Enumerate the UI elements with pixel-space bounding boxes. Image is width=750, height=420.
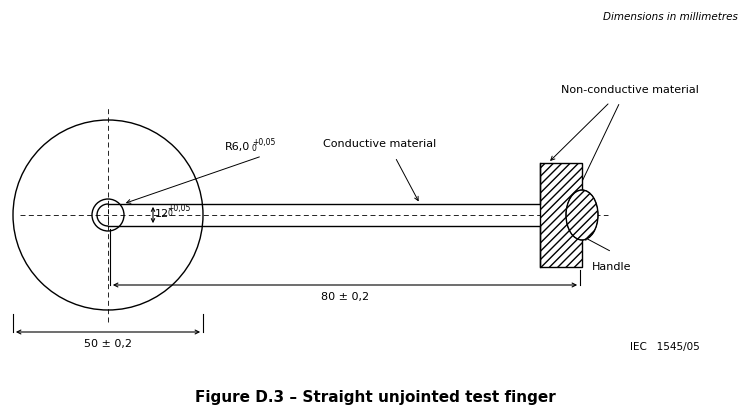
Text: 12: 12	[155, 209, 170, 219]
Text: 80 ± 0,2: 80 ± 0,2	[321, 292, 369, 302]
Text: R6,0: R6,0	[225, 142, 250, 152]
Text: +0,05: +0,05	[167, 204, 190, 213]
Text: Handle: Handle	[592, 262, 632, 272]
Text: Dimensions in millimetres: Dimensions in millimetres	[603, 12, 738, 22]
Text: Figure D.3 – Straight unjointed test finger: Figure D.3 – Straight unjointed test fin…	[194, 390, 555, 405]
Text: +0,05: +0,05	[252, 138, 275, 147]
Text: 50 ± 0,2: 50 ± 0,2	[84, 339, 132, 349]
Text: IEC   1545/05: IEC 1545/05	[630, 342, 700, 352]
Text: 0: 0	[252, 144, 257, 153]
Bar	[540, 163, 582, 267]
Text: Conductive material: Conductive material	[323, 139, 436, 149]
Text: 0: 0	[167, 210, 172, 218]
Bar	[540, 163, 582, 267]
Text: Non-conductive material: Non-conductive material	[561, 85, 699, 95]
Ellipse shape	[566, 190, 598, 240]
